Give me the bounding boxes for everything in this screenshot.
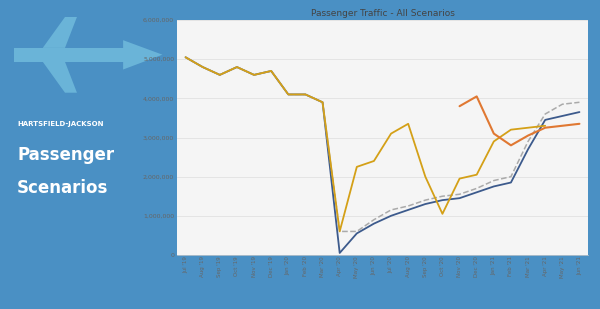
Line: Baseline: Baseline — [460, 96, 580, 145]
Slow Growth — [302, 93, 309, 96]
Text: HARTSFIELD-JACKSON: HARTSFIELD-JACKSON — [17, 121, 104, 127]
Slow Growth — [182, 55, 189, 59]
Worst Case — [559, 114, 566, 118]
W Shaped — [490, 140, 497, 143]
Slow Growth — [353, 230, 361, 233]
W Shaped — [439, 212, 446, 216]
Slow Growth — [456, 193, 463, 196]
Baseline — [508, 143, 515, 147]
Slow Growth — [439, 194, 446, 198]
W Shaped — [370, 159, 377, 163]
Worst Case — [216, 73, 223, 77]
Slow Growth — [268, 69, 275, 73]
Line: Slow Growth: Slow Growth — [185, 57, 580, 231]
Slow Growth — [490, 179, 497, 182]
Slow Growth — [199, 65, 206, 69]
Worst Case — [576, 110, 583, 114]
W Shaped — [216, 73, 223, 77]
Worst Case — [319, 100, 326, 104]
W Shaped — [199, 65, 206, 69]
Worst Case — [285, 93, 292, 96]
Slow Growth — [233, 65, 241, 69]
W Shaped — [542, 124, 549, 128]
W Shaped — [302, 93, 309, 96]
W Shaped — [182, 55, 189, 59]
W Shaped — [336, 230, 343, 233]
W Shaped — [524, 126, 532, 129]
Slow Growth — [319, 100, 326, 104]
Baseline — [576, 122, 583, 126]
Slow Growth — [559, 102, 566, 106]
Slow Growth — [422, 198, 429, 202]
Worst Case — [182, 55, 189, 59]
Baseline — [559, 124, 566, 128]
Title: Passenger Traffic - All Scenarios: Passenger Traffic - All Scenarios — [311, 9, 454, 18]
Polygon shape — [43, 17, 77, 48]
Worst Case — [524, 147, 532, 151]
Worst Case — [542, 118, 549, 122]
Worst Case — [456, 196, 463, 200]
Slow Growth — [404, 204, 412, 208]
Slow Growth — [250, 73, 257, 77]
Polygon shape — [43, 62, 77, 93]
Worst Case — [199, 65, 206, 69]
Worst Case — [370, 222, 377, 226]
Slow Growth — [542, 112, 549, 116]
Slow Growth — [473, 187, 480, 190]
Slow Growth — [285, 93, 292, 96]
Worst Case — [388, 214, 395, 218]
W Shaped — [285, 93, 292, 96]
W Shaped — [268, 69, 275, 73]
Worst Case — [353, 231, 361, 235]
Worst Case — [336, 251, 343, 255]
Worst Case — [473, 190, 480, 194]
W Shaped — [353, 165, 361, 169]
W Shaped — [250, 73, 257, 77]
Baseline — [456, 104, 463, 108]
Text: Passenger: Passenger — [17, 146, 114, 163]
W Shaped — [233, 65, 241, 69]
Worst Case — [508, 181, 515, 184]
Baseline — [542, 126, 549, 129]
Text: Scenarios: Scenarios — [17, 180, 109, 197]
Baseline — [490, 132, 497, 135]
Worst Case — [302, 93, 309, 96]
W Shaped — [456, 177, 463, 180]
Slow Growth — [370, 218, 377, 222]
Worst Case — [490, 184, 497, 188]
Line: Worst Case: Worst Case — [185, 57, 580, 253]
Line: W Shaped: W Shaped — [185, 57, 545, 231]
Baseline — [473, 95, 480, 98]
Worst Case — [422, 202, 429, 206]
Slow Growth — [336, 230, 343, 233]
Polygon shape — [14, 48, 140, 62]
Worst Case — [439, 198, 446, 202]
Worst Case — [268, 69, 275, 73]
W Shaped — [473, 173, 480, 176]
Slow Growth — [524, 140, 532, 143]
W Shaped — [404, 122, 412, 126]
Worst Case — [404, 208, 412, 212]
Worst Case — [233, 65, 241, 69]
W Shaped — [508, 128, 515, 132]
Slow Growth — [508, 175, 515, 179]
W Shaped — [422, 175, 429, 179]
Polygon shape — [123, 40, 163, 70]
Slow Growth — [576, 100, 583, 104]
Worst Case — [250, 73, 257, 77]
Slow Growth — [388, 208, 395, 212]
Slow Growth — [216, 73, 223, 77]
W Shaped — [388, 132, 395, 135]
W Shaped — [319, 100, 326, 104]
Baseline — [524, 134, 532, 138]
